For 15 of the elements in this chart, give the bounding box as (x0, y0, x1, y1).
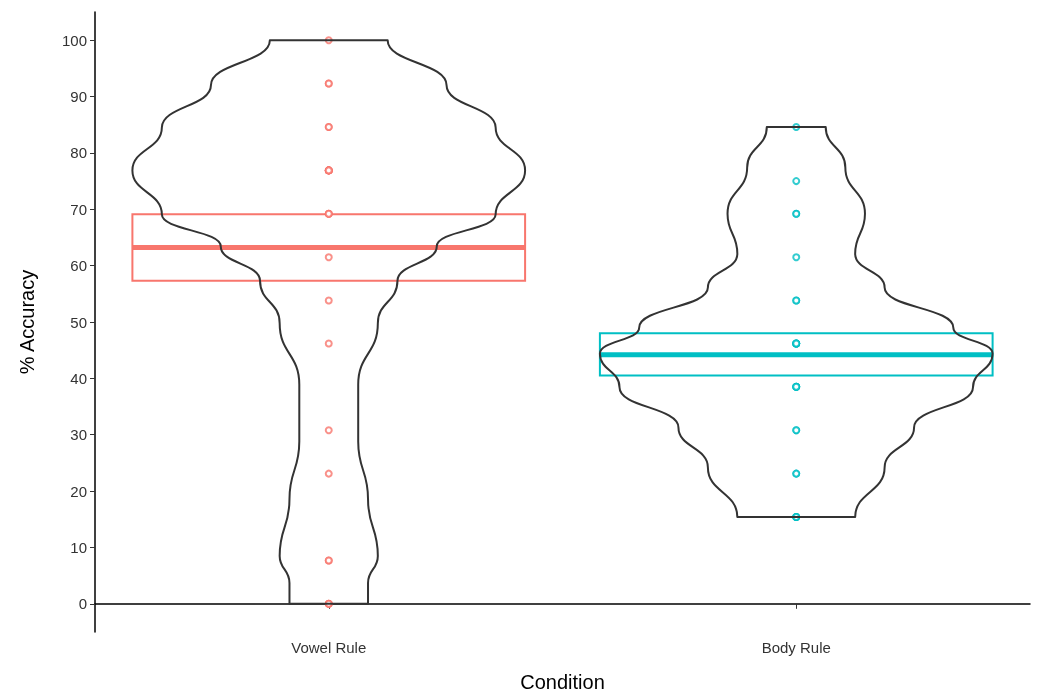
y-tick-label: 20 (70, 482, 87, 500)
y-tick-label: 80 (70, 144, 87, 162)
y-tick-label: 90 (70, 88, 87, 106)
x-tick-label: Vowel Rule (291, 639, 367, 656)
y-tick-label: 100 (61, 31, 87, 49)
y-axis-title: % Accuracy (16, 269, 38, 375)
y-tick-label: 30 (70, 426, 87, 444)
y-tick-label: 60 (70, 257, 87, 275)
y-tick-label: 0 (78, 595, 87, 613)
y-tick-label: 40 (70, 369, 87, 387)
y-tick-label: 10 (70, 538, 87, 556)
x-tick-label: Body Rule (761, 639, 831, 656)
x-axis-title: Condition (520, 671, 605, 693)
y-tick-label: 70 (70, 200, 87, 218)
y-tick-label: 50 (70, 313, 87, 331)
